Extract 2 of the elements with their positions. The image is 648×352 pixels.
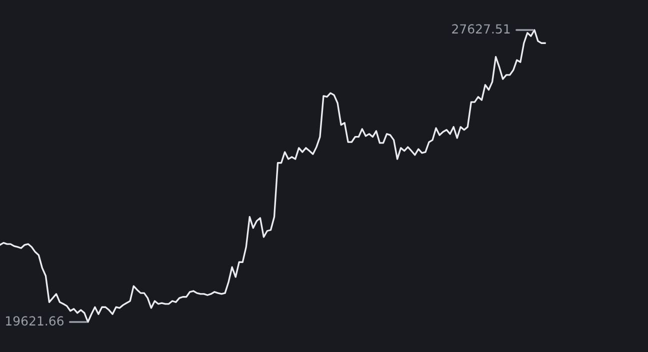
data-label: 27627.51 — [452, 24, 510, 34]
data-label: 19621.66 — [6, 316, 64, 326]
